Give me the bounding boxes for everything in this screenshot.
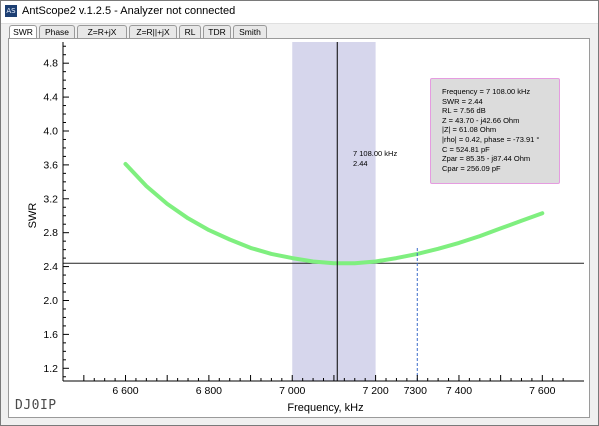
y-axis-title: SWR [27,203,39,229]
swr-point [124,162,127,166]
swr-point [374,260,377,263]
tab-tdr[interactable]: TDR [203,25,231,38]
swr-point [249,246,252,250]
info-impedance: Z = 43.70 - j42.66 Ohm [442,115,520,125]
chart-tab-bar: SWR Phase Z=R+jX Z=R||+jX RL TDR Smith [9,25,589,40]
y-tick-label: 2.8 [43,227,58,239]
swr-point [353,261,356,265]
y-tick-label: 2.4 [43,261,58,273]
tab-swr[interactable]: SWR [9,25,37,40]
swr-point [541,211,544,215]
info-return-loss: RL = 7.56 dB [442,106,486,116]
tab-rl[interactable]: RL [179,25,201,38]
swr-point [520,219,523,223]
swr-point [145,184,148,188]
swr-point [166,202,169,206]
x-tick-label: 7 000 [279,385,305,397]
info-parallel-capacitance: Cpar = 256.09 pF [442,163,501,173]
band-highlight [292,42,376,381]
callsign-watermark: DJ0IP [15,398,57,413]
info-parallel-impedance: Zpar = 85.35 - j87.44 Ohm [442,154,531,164]
info-reflection-coefficient: |rho| = 0.42, phase = -73.91 ° [442,134,540,144]
tab-smith[interactable]: Smith [233,25,267,38]
info-frequency: Frequency = 7 108.00 kHz [442,87,531,96]
swr-point [457,241,461,245]
title-bar: AS AntScope2 v.1.2.5 - Analyzer not conn… [1,1,598,24]
swr-point [228,238,231,241]
swr-point [186,217,190,220]
swr-curve [123,162,545,266]
info-capacitance: C = 524.81 pF [442,144,490,154]
swr-point [311,260,315,263]
marker-tick-label: 7300 [404,385,428,397]
measurement-info-box: Frequency = 7 108.00 kHz SWR = 2.44 RL =… [430,78,560,184]
x-tick-label: 6 600 [112,385,138,397]
y-tick-label: 4.0 [43,125,58,137]
tab-z-parallel[interactable]: Z=R||+jX [129,25,177,38]
window-title: AntScope2 v.1.2.5 - Analyzer not connect… [22,5,236,17]
x-tick-label: 7 600 [529,385,555,397]
x-tick-label: 7 200 [362,385,388,397]
x-tick-label: 7 400 [446,385,472,397]
swr-point [436,247,440,250]
cursor-frequency-label: 7 108.00 kHz [353,149,398,158]
swr-point [395,256,398,260]
y-tick-label: 4.8 [43,58,58,70]
swr-point [478,234,481,238]
tab-phase[interactable]: Phase [39,25,75,38]
y-tick-label: 3.2 [43,193,58,205]
swr-point [332,261,336,265]
swr-point [291,256,294,260]
y-tick-label: 4.4 [43,92,58,104]
swr-point [499,227,502,230]
info-impedance-magnitude: |Z| = 61.08 Ohm [442,125,497,135]
tab-z-series[interactable]: Z=R+jX [77,25,127,38]
cursor-swr-label: 2.44 [353,159,368,168]
app-logo-icon: AS [5,5,17,17]
y-tick-label: 1.6 [43,329,58,341]
x-axis-title: Frequency, kHz [287,402,363,414]
y-tick-label: 2.0 [43,295,58,307]
x-tick-label: 6 800 [196,385,222,397]
swr-point [270,252,273,256]
y-tick-label: 1.2 [43,363,58,375]
info-swr: SWR = 2.44 [442,96,483,106]
swr-point [207,228,211,232]
y-tick-label: 3.6 [43,159,58,171]
